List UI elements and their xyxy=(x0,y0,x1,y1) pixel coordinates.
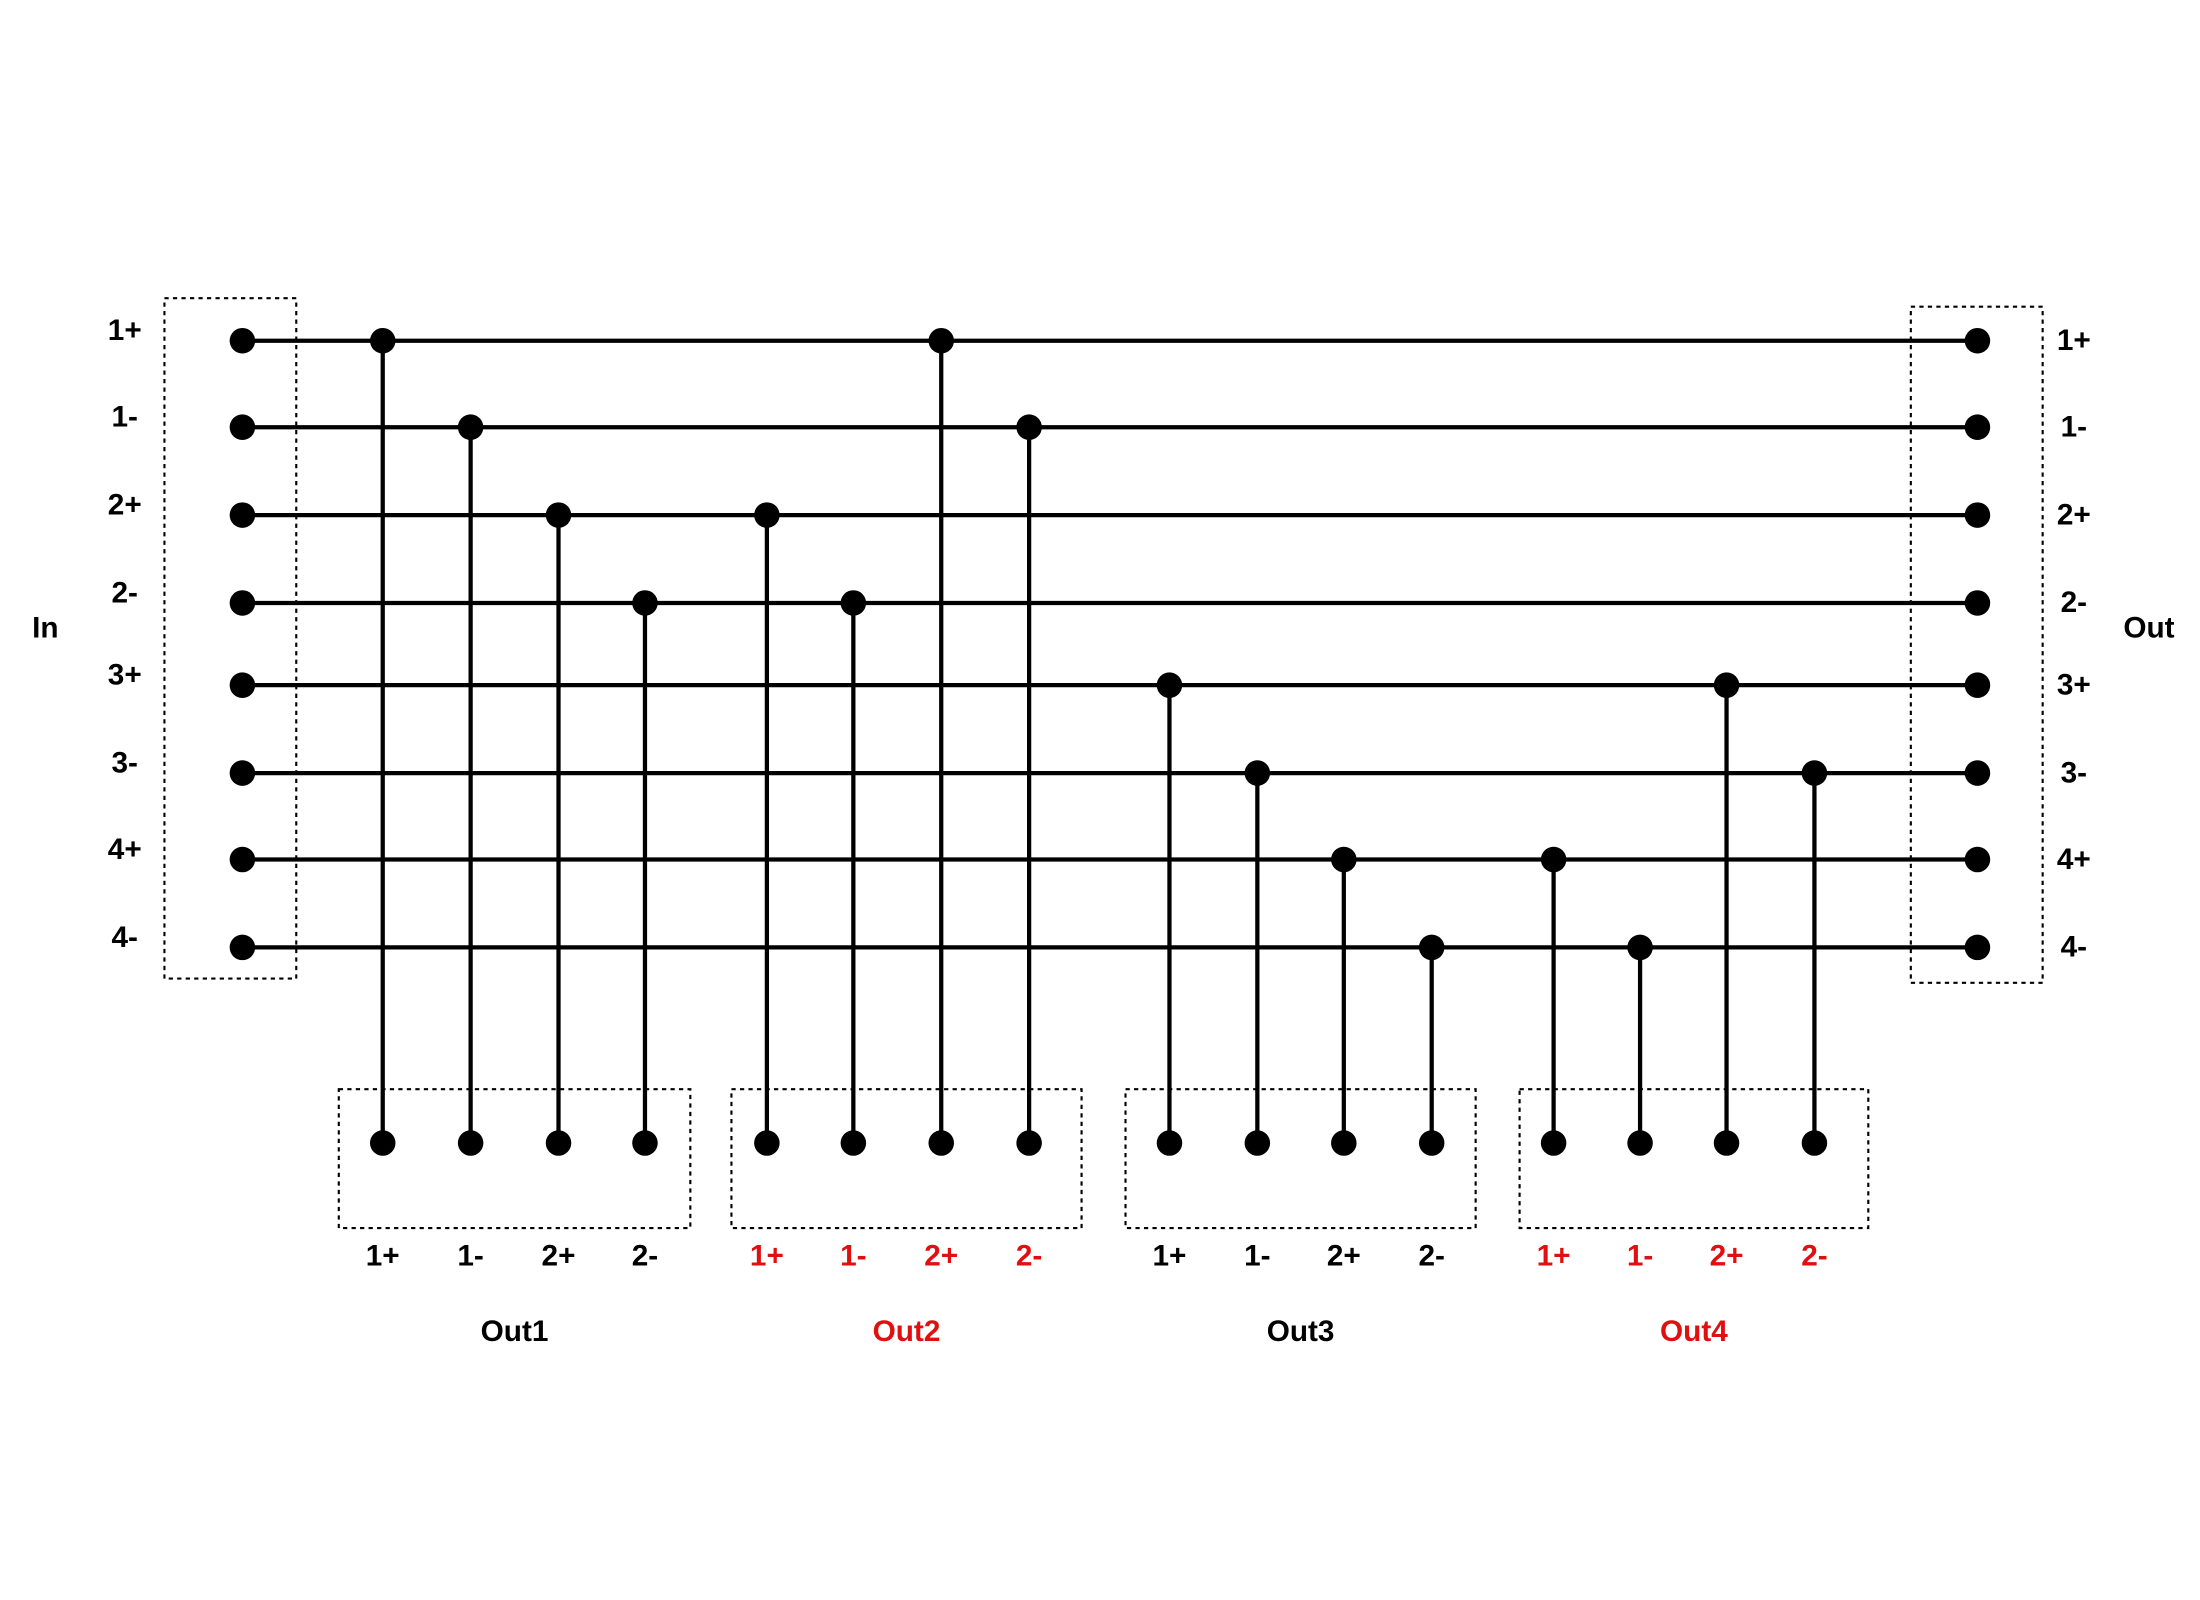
group-pin xyxy=(1016,1130,1042,1156)
group-pin-label: 2- xyxy=(1016,1240,1042,1273)
tap-junction xyxy=(632,590,658,616)
group-pin xyxy=(928,1130,954,1156)
group-pin-label: 2+ xyxy=(542,1240,576,1273)
group-pin xyxy=(1244,1130,1271,1156)
input-pin-label: 1- xyxy=(112,401,138,434)
group-name: Out1 xyxy=(481,1315,549,1348)
input-pin xyxy=(229,672,256,698)
output-pin xyxy=(1964,934,1991,961)
group-pin xyxy=(754,1130,780,1156)
output-connector xyxy=(1909,305,2044,984)
output-pin xyxy=(1964,502,1991,528)
group-pin-label: 1+ xyxy=(1152,1240,1186,1273)
output-pin-label: 2+ xyxy=(2057,498,2091,531)
group-pin xyxy=(1156,1130,1183,1156)
output-group-box xyxy=(337,1088,692,1230)
group-pin-label: 1- xyxy=(1244,1240,1270,1273)
input-pin xyxy=(229,846,256,873)
output-pin xyxy=(1964,590,1991,616)
output-pin xyxy=(1964,846,1991,873)
tap-junction xyxy=(369,327,396,354)
input-pin xyxy=(229,327,256,354)
input-title: In xyxy=(32,612,58,645)
output-pin-label: 1+ xyxy=(2057,324,2091,357)
group-pin xyxy=(1627,1130,1653,1156)
tap-junction xyxy=(1713,672,1740,698)
output-group-box xyxy=(730,1088,1083,1230)
group-pin-label: 1+ xyxy=(1537,1240,1571,1273)
group-pin-label: 1- xyxy=(840,1240,866,1273)
input-pin-label: 4- xyxy=(112,921,138,954)
tap-junction xyxy=(1801,760,1828,786)
output-pin-label: 3+ xyxy=(2057,668,2091,701)
tap-junction xyxy=(928,327,954,354)
group-pin-label: 2+ xyxy=(1710,1240,1744,1273)
tap-junction xyxy=(1627,934,1653,961)
output-pin xyxy=(1964,327,1991,354)
input-pin-label: 2+ xyxy=(108,488,142,521)
output-pin-label: 4+ xyxy=(2057,843,2091,876)
group-pin xyxy=(369,1130,396,1156)
group-pin-label: 1+ xyxy=(750,1240,784,1273)
output-title: Out xyxy=(2123,612,2174,645)
tap-junction xyxy=(840,590,867,616)
input-pin-label: 1+ xyxy=(108,314,142,347)
tap-junction xyxy=(1156,672,1183,698)
input-pin xyxy=(229,502,256,528)
output-pin xyxy=(1964,672,1991,698)
group-pin xyxy=(1540,1130,1567,1156)
tap-junction xyxy=(1418,934,1445,961)
group-pin xyxy=(1418,1130,1445,1156)
output-group-box xyxy=(1518,1088,1870,1230)
group-pin xyxy=(632,1130,658,1156)
tap-junction xyxy=(754,502,780,528)
input-pin xyxy=(229,414,256,440)
group-pin-label: 2- xyxy=(1418,1240,1444,1273)
input-pin xyxy=(229,934,256,961)
tap-junction xyxy=(457,414,484,440)
group-pin-label: 1- xyxy=(1627,1240,1653,1273)
group-pin-label: 1- xyxy=(457,1240,483,1273)
group-pin-label: 2- xyxy=(632,1240,658,1273)
output-pin-label: 1- xyxy=(2061,410,2087,443)
group-name: Out2 xyxy=(873,1315,941,1348)
group-pin-label: 2+ xyxy=(924,1240,958,1273)
input-pin-label: 3- xyxy=(112,746,138,779)
output-pin xyxy=(1964,414,1991,440)
output-pin-label: 2- xyxy=(2061,586,2087,619)
output-group-box xyxy=(1124,1088,1477,1230)
group-pin-label: 1+ xyxy=(366,1240,400,1273)
output-pin-label: 4- xyxy=(2061,931,2087,964)
group-pin xyxy=(457,1130,484,1156)
group-pin xyxy=(840,1130,867,1156)
group-pin-label: 2- xyxy=(1801,1240,1827,1273)
tap-junction xyxy=(1016,414,1042,440)
tap-junction xyxy=(545,502,572,528)
tap-junction xyxy=(1331,846,1357,873)
tap-junction xyxy=(1540,846,1567,873)
group-pin-label: 2+ xyxy=(1327,1240,1361,1273)
output-pin xyxy=(1964,760,1991,786)
group-pin xyxy=(1331,1130,1357,1156)
input-pin-label: 2- xyxy=(112,576,138,609)
input-pin xyxy=(229,760,256,786)
input-pin xyxy=(229,590,256,616)
group-name: Out4 xyxy=(1660,1315,1728,1348)
group-name: Out3 xyxy=(1267,1315,1335,1348)
tap-junction xyxy=(1244,760,1271,786)
input-connector xyxy=(163,297,298,980)
group-pin xyxy=(1713,1130,1740,1156)
input-pin-label: 4+ xyxy=(108,833,142,866)
input-pin-label: 3+ xyxy=(108,659,142,692)
group-pin xyxy=(1801,1130,1828,1156)
group-pin xyxy=(545,1130,572,1156)
output-pin-label: 3- xyxy=(2061,756,2087,789)
